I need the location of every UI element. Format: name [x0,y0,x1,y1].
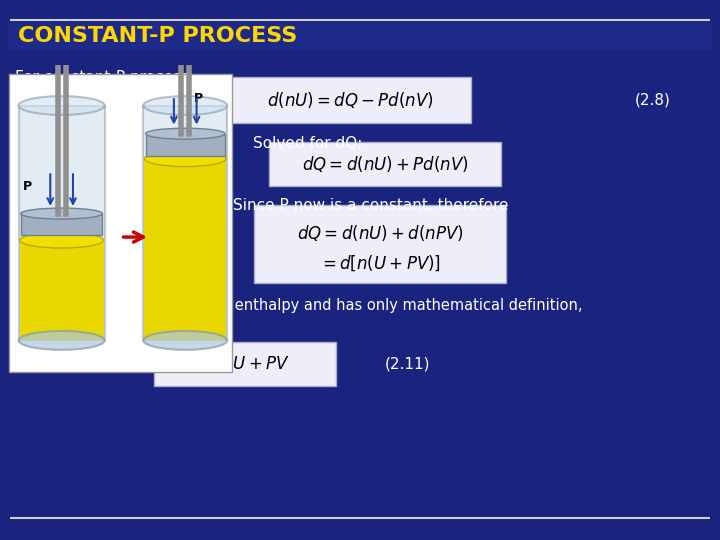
Ellipse shape [21,208,102,219]
FancyBboxPatch shape [269,142,501,186]
FancyBboxPatch shape [19,240,104,340]
FancyBboxPatch shape [143,105,228,340]
FancyBboxPatch shape [229,77,471,123]
Text: (2.11): (2.11) [385,356,431,372]
Text: which is: which is [15,315,112,330]
Text: Since P now is a constant, therefore: Since P now is a constant, therefore [233,198,508,213]
Ellipse shape [19,331,104,350]
FancyBboxPatch shape [145,134,225,156]
Ellipse shape [143,96,228,115]
FancyBboxPatch shape [254,205,506,283]
FancyBboxPatch shape [21,214,102,235]
Text: (2.8): (2.8) [635,92,671,107]
Text: $d(nU) = dQ - Pd(nV)$: $d(nU) = dQ - Pd(nV)$ [266,90,433,110]
Text: P: P [194,92,204,105]
Ellipse shape [145,151,226,166]
Text: P: P [23,180,32,193]
Ellipse shape [145,128,225,139]
Text: $= d[n(U + PV)]$: $= d[n(U + PV)]$ [319,253,441,273]
Text: $dQ = d(nU) + Pd(nV)$: $dQ = d(nU) + Pd(nV)$ [302,154,469,174]
Text: $dQ = d(nU) + d(nPV)$: $dQ = d(nU) + d(nPV)$ [297,222,464,242]
FancyBboxPatch shape [8,22,712,50]
Text: $H \equiv U + PV$: $H \equiv U + PV$ [200,355,290,373]
Ellipse shape [143,331,228,350]
Text: The term (U+PV) is known as enthalpy and has only mathematical definition,: The term (U+PV) is known as enthalpy and… [15,298,582,313]
Text: CONSTANT-P PROCESS: CONSTANT-P PROCESS [18,26,297,46]
Ellipse shape [19,96,104,115]
FancyBboxPatch shape [154,342,336,386]
FancyBboxPatch shape [145,159,226,340]
Text: Solved for dQ;: Solved for dQ; [253,136,362,151]
FancyBboxPatch shape [19,105,104,340]
Text: For constant-P process,: For constant-P process, [15,70,194,85]
FancyBboxPatch shape [9,74,232,372]
Ellipse shape [19,232,104,248]
